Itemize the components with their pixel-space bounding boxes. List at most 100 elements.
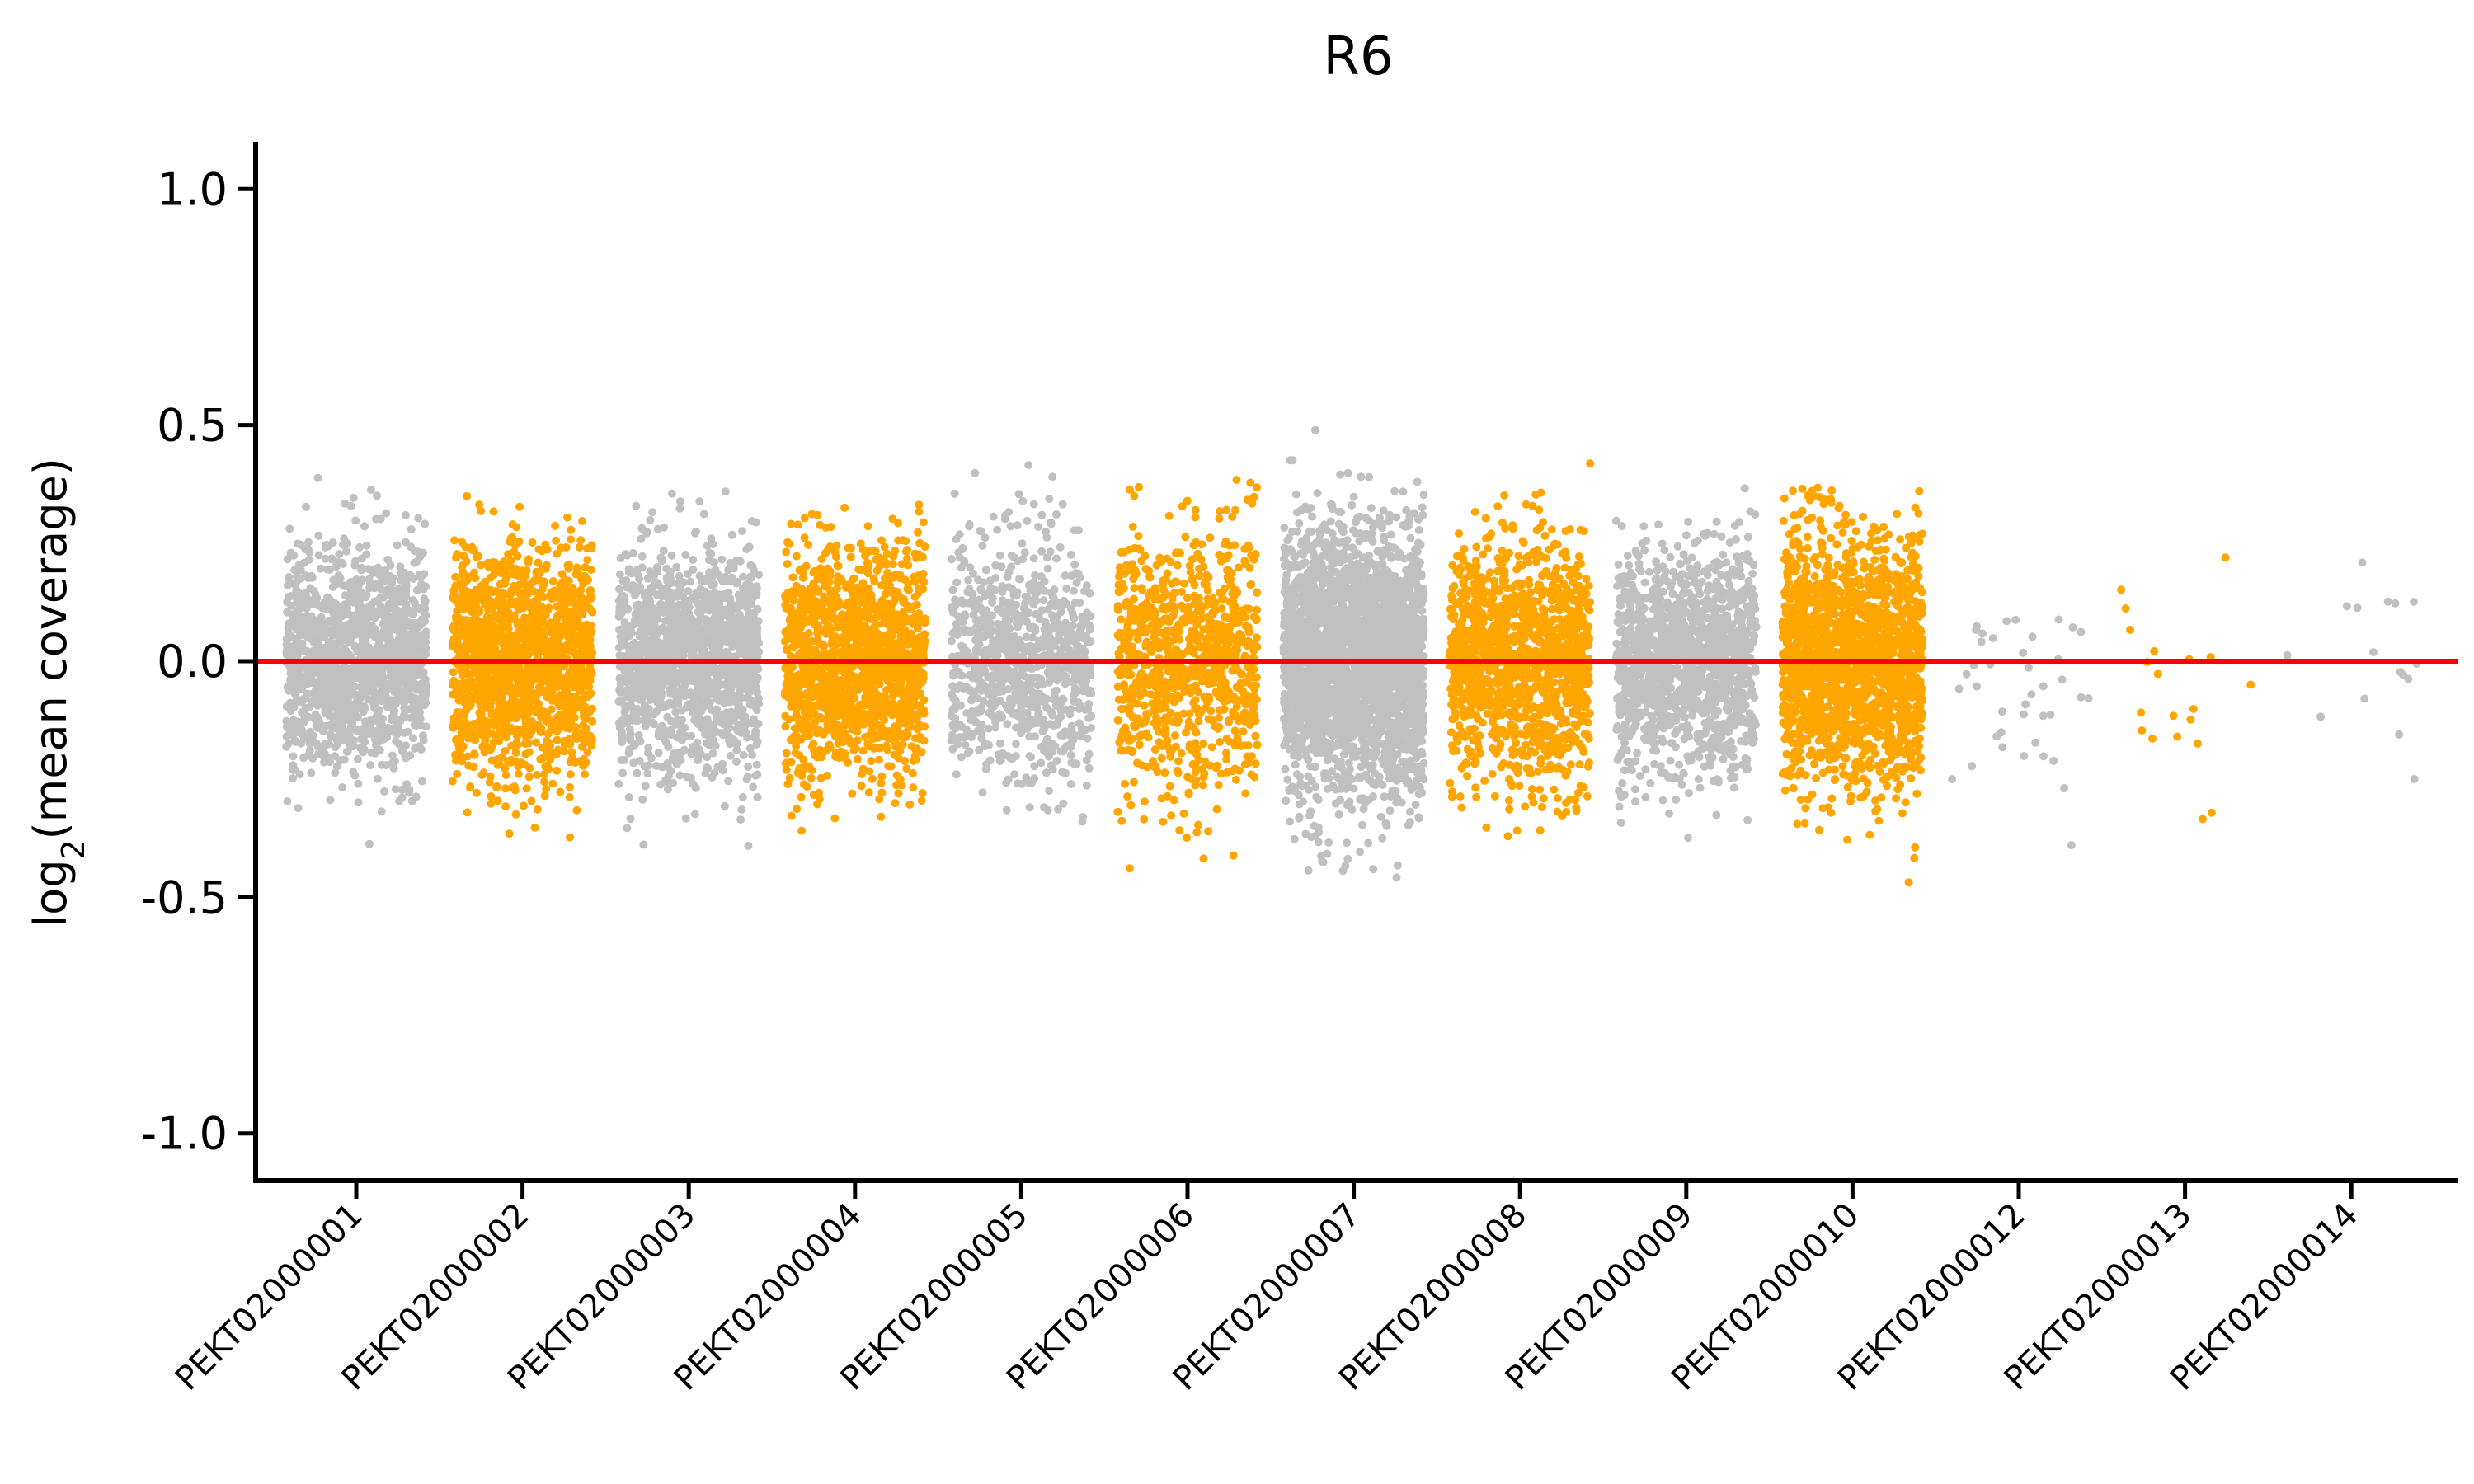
- data-point: [733, 577, 742, 586]
- data-point: [327, 639, 336, 648]
- data-point: [642, 528, 651, 538]
- data-point: [395, 597, 404, 606]
- data-point: [566, 782, 574, 791]
- data-point: [633, 716, 642, 726]
- data-point: [731, 758, 741, 766]
- data-point: [285, 726, 294, 735]
- data-point: [402, 741, 410, 750]
- data-point: [678, 735, 687, 744]
- data-point: [588, 716, 597, 726]
- data-point: [311, 589, 320, 599]
- data-point: [292, 697, 300, 706]
- data-point: [645, 627, 654, 636]
- data-point: [450, 536, 459, 545]
- data-point: [565, 793, 574, 801]
- data-point: [524, 674, 533, 683]
- data-point: [311, 710, 320, 719]
- data-point: [418, 688, 426, 697]
- data-point: [520, 627, 528, 636]
- data-point: [517, 707, 526, 715]
- data-point: [565, 721, 574, 729]
- data-point: [564, 576, 573, 585]
- data-point: [389, 763, 398, 773]
- data-point: [681, 814, 690, 823]
- data-point: [319, 693, 327, 702]
- data-point: [644, 594, 653, 603]
- data-point: [672, 643, 681, 652]
- data-point: [371, 713, 380, 722]
- data-point: [379, 787, 388, 796]
- data-point: [453, 611, 461, 620]
- data-point: [901, 756, 909, 765]
- data-point: [578, 517, 587, 525]
- data-point: [633, 693, 642, 702]
- data-point: [578, 742, 586, 751]
- data-point: [564, 584, 573, 593]
- data-point: [632, 501, 641, 510]
- data-point: [617, 756, 626, 764]
- data-point: [545, 716, 554, 725]
- data-point: [414, 604, 423, 613]
- data-point: [573, 565, 581, 574]
- data-point: [629, 709, 638, 718]
- data-point: [675, 771, 684, 780]
- data-point: [474, 674, 483, 683]
- data-point: [348, 589, 357, 597]
- data-point: [355, 690, 364, 699]
- data-point: [915, 538, 924, 547]
- data-point: [338, 725, 347, 734]
- data-point: [538, 743, 547, 752]
- data-point: [566, 758, 575, 767]
- data-point: [707, 668, 716, 677]
- data-point: [404, 606, 412, 615]
- data-point: [415, 715, 424, 724]
- data-point: [312, 721, 321, 729]
- data-point: [684, 587, 693, 596]
- data-point: [327, 628, 336, 637]
- data-point: [685, 690, 694, 699]
- data-point: [388, 603, 397, 613]
- data-point: [690, 637, 699, 646]
- data-point: [648, 508, 657, 517]
- data-point: [504, 550, 513, 559]
- data-point: [544, 764, 553, 773]
- data-point: [727, 615, 736, 624]
- data-point: [492, 565, 501, 574]
- data-point: [752, 760, 761, 769]
- y-axis-label-base: log: [25, 860, 77, 928]
- data-point: [420, 594, 429, 603]
- data-point: [472, 788, 481, 797]
- data-point: [553, 735, 562, 744]
- data-point: [745, 744, 755, 753]
- data-point: [566, 736, 574, 745]
- data-point: [375, 706, 384, 715]
- data-point: [618, 730, 627, 740]
- data-point: [720, 801, 729, 810]
- data-point: [332, 762, 341, 771]
- data-point: [662, 573, 671, 582]
- data-point: [560, 747, 568, 756]
- data-point: [680, 724, 689, 733]
- data-point: [498, 719, 507, 728]
- data-point: [492, 731, 501, 740]
- data-point: [643, 708, 652, 716]
- data-point: [734, 721, 743, 730]
- data-point: [917, 796, 926, 805]
- data-point: [635, 575, 644, 584]
- data-point: [481, 733, 490, 742]
- data-point: [722, 648, 731, 657]
- data-point: [721, 487, 730, 496]
- data-point: [477, 506, 486, 515]
- data-point: [304, 574, 313, 583]
- data-point: [624, 793, 633, 801]
- data-point: [379, 648, 388, 657]
- data-point: [313, 668, 322, 677]
- data-point: [684, 618, 693, 627]
- series-PEKT02000004: [780, 500, 929, 835]
- data-point: [686, 577, 695, 586]
- data-point: [553, 682, 562, 691]
- data-point: [534, 720, 543, 729]
- data-point: [583, 556, 592, 565]
- data-point: [691, 783, 700, 792]
- data-point: [726, 740, 735, 749]
